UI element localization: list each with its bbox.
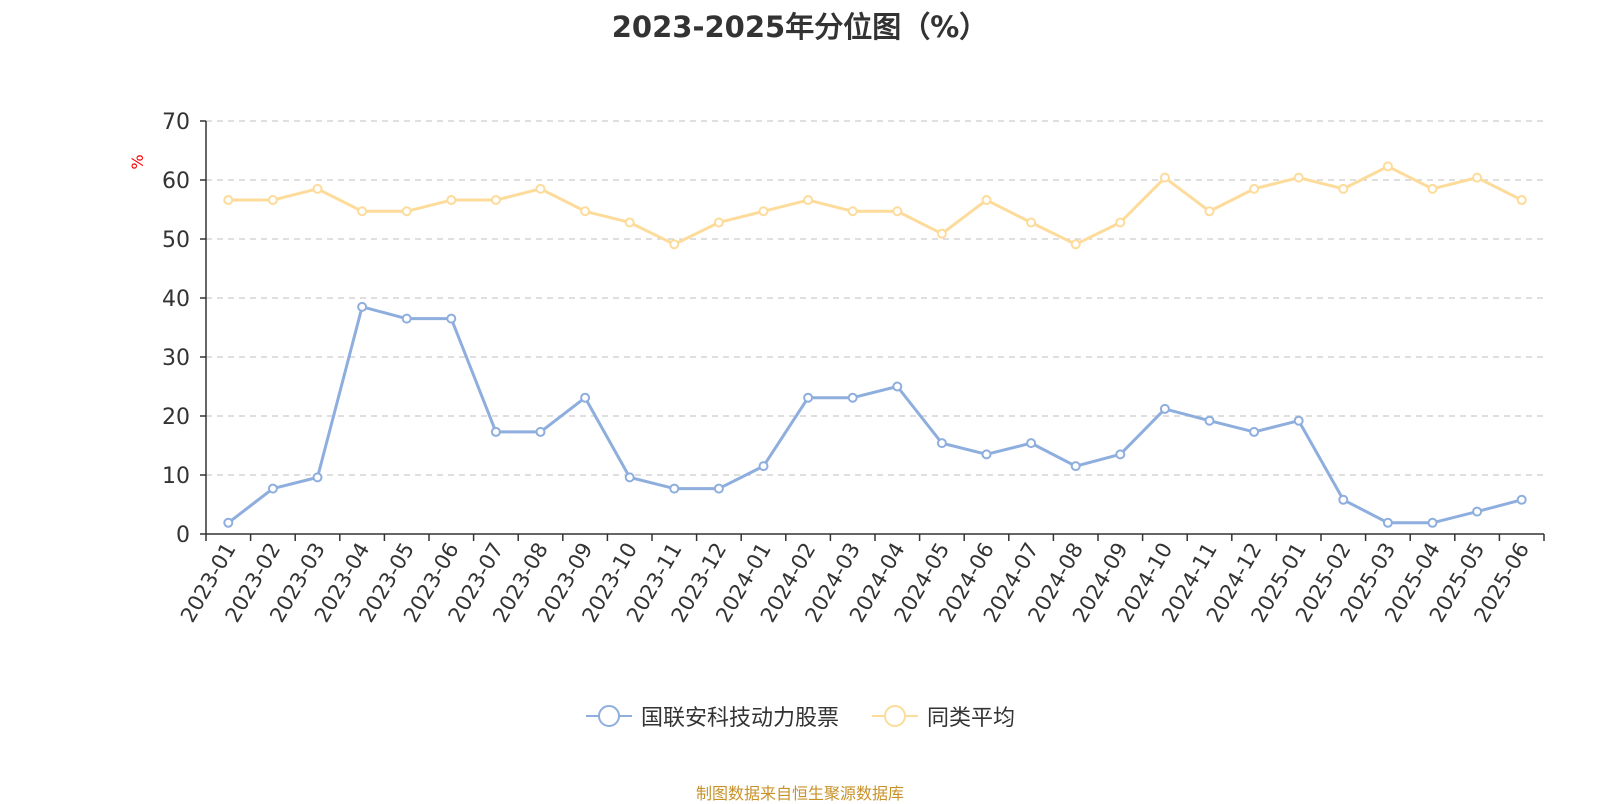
data-point <box>1249 426 1260 437</box>
data-point <box>1516 494 1527 505</box>
data-point <box>1382 517 1393 528</box>
data-point <box>490 195 501 206</box>
data-point <box>446 195 457 206</box>
data-point <box>535 426 546 437</box>
data-point <box>624 472 635 483</box>
data-point <box>580 392 591 403</box>
data-point <box>223 517 234 528</box>
data-point <box>401 313 412 324</box>
data-point <box>892 206 903 217</box>
data-point <box>1249 183 1260 194</box>
data-point <box>981 195 992 206</box>
y-tick-label: 70 <box>162 110 190 135</box>
data-point <box>267 483 278 494</box>
data-point <box>758 206 769 217</box>
data-point <box>490 426 501 437</box>
data-point <box>1472 506 1483 517</box>
data-point <box>446 313 457 324</box>
legend-label-fund: 国联安科技动力股票 <box>640 706 839 731</box>
data-point <box>669 239 680 250</box>
legend-label-peer-average: 同类平均 <box>927 706 1016 731</box>
data-point <box>847 206 858 217</box>
data-point <box>1204 415 1215 426</box>
y-tick-labels: 0 10 20 30 40 50 60 70 <box>162 110 190 548</box>
data-point <box>1070 239 1081 250</box>
series-line <box>227 305 1523 525</box>
data-point <box>624 217 635 228</box>
data-point <box>1070 461 1081 472</box>
y-tick-label: 10 <box>162 464 190 489</box>
data-point <box>312 183 323 194</box>
y-tick-label: 0 <box>176 523 190 548</box>
data-point <box>1427 183 1438 194</box>
data-point <box>1026 217 1037 228</box>
data-point <box>312 472 323 483</box>
data-point <box>223 195 234 206</box>
data-point <box>1338 494 1349 505</box>
series-group <box>223 161 1527 528</box>
data-point <box>1338 183 1349 194</box>
data-point <box>580 206 591 217</box>
data-point <box>1204 206 1215 217</box>
data-point <box>669 483 680 494</box>
data-point <box>936 438 947 449</box>
series-line <box>228 164 1523 246</box>
data-point <box>1159 172 1170 183</box>
legend-item-peer-average[interactable]: 同类平均 <box>871 700 1015 732</box>
data-point <box>713 217 724 228</box>
y-tick-label: 40 <box>162 287 190 312</box>
data-point <box>1159 403 1170 414</box>
data-point <box>1115 449 1126 460</box>
data-point <box>1293 172 1304 183</box>
data-point <box>535 183 546 194</box>
data-point <box>892 381 903 392</box>
legend: 国联安科技动力股票 同类平均 <box>0 700 1600 732</box>
data-point <box>936 228 947 239</box>
data-source-note: 制图数据来自恒生聚源数据库 <box>695 784 904 803</box>
legend-marker-peer-average <box>872 705 918 727</box>
data-point <box>267 195 278 206</box>
data-point <box>1026 438 1037 449</box>
data-point <box>847 392 858 403</box>
data-point <box>713 483 724 494</box>
y-tick-label: 20 <box>162 405 190 430</box>
data-point <box>758 461 769 472</box>
data-point <box>1293 415 1304 426</box>
data-point <box>1382 161 1393 172</box>
y-axis-unit-label: % <box>128 154 147 169</box>
y-tick-label: 50 <box>162 228 190 253</box>
chart-title: 2023-2025年分位图（%） <box>611 10 989 44</box>
x-tick-labels: 2023-012023-022023-032023-042023-052023-… <box>176 539 1534 627</box>
data-point <box>1427 517 1438 528</box>
y-tick-label: 60 <box>162 169 190 194</box>
data-point <box>401 206 412 217</box>
data-point <box>1516 195 1527 206</box>
series-0 <box>223 301 1527 528</box>
legend-item-fund[interactable]: 国联安科技动力股票 <box>585 700 839 732</box>
data-point <box>981 449 992 460</box>
axes <box>200 120 1545 541</box>
series-1 <box>223 161 1527 250</box>
data-point <box>803 392 814 403</box>
grid-lines <box>206 120 1544 476</box>
legend-marker-fund <box>585 705 632 727</box>
data-point <box>1472 172 1483 183</box>
data-point <box>357 301 368 312</box>
data-point <box>803 195 814 206</box>
data-point <box>1115 217 1126 228</box>
y-tick-label: 30 <box>162 346 190 371</box>
data-point <box>357 206 368 217</box>
